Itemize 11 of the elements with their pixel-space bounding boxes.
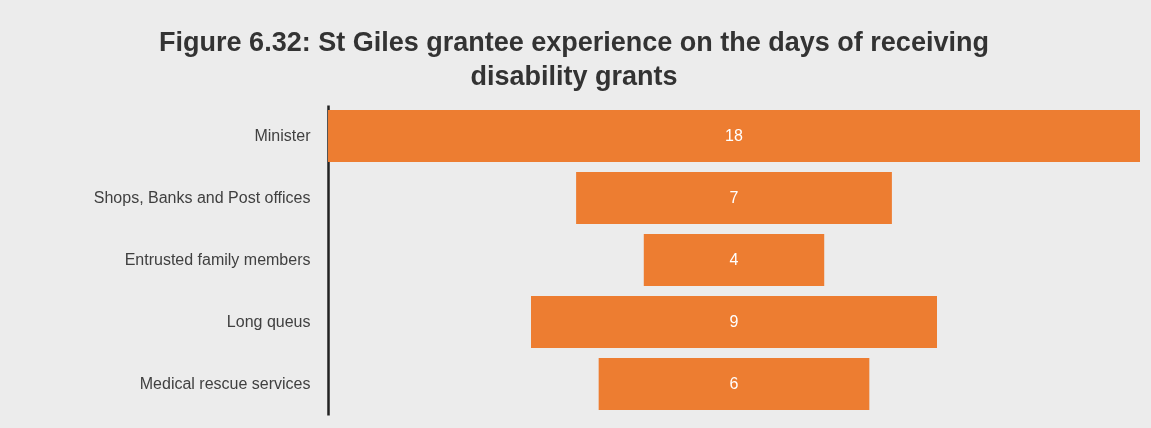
data-label: 9: [729, 313, 739, 330]
data-label: 6: [729, 375, 739, 392]
category-label: Shops, Banks and Post offices: [93, 189, 311, 206]
data-label: 18: [725, 127, 743, 144]
category-label: Entrusted family members: [124, 251, 311, 268]
category-label: Long queus: [226, 313, 311, 330]
text: Figure 6.32: St Giles grantee experience on the days of receiving disability grants: [159, 27, 989, 91]
data-label: 7: [729, 189, 739, 206]
category-label: Medical rescue services: [139, 375, 311, 392]
data-label: 4: [729, 251, 739, 268]
category-label: Minister: [254, 127, 312, 144]
